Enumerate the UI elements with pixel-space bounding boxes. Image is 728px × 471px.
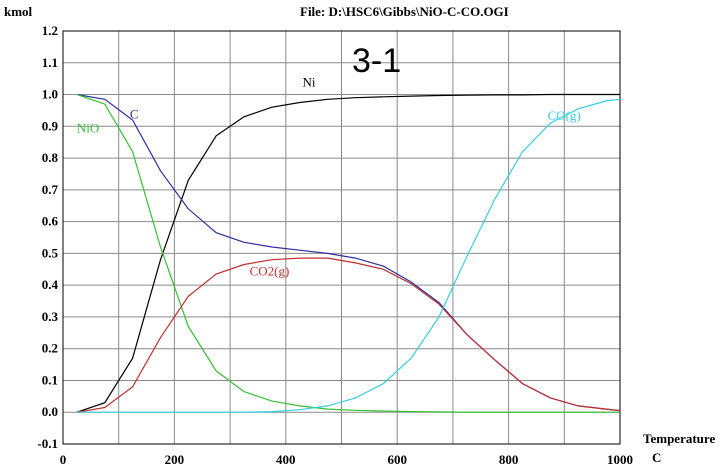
series-line-co-g — [76, 98, 621, 413]
tick-labels: -0.1 0.0 0.1 0.2 0.3 0.4 0.5 0.6 0.7 0.8 0.9 1.0 1.1… — [37, 23, 633, 467]
series-lines — [76, 93, 621, 413]
x-tick-label: 1000 — [607, 452, 633, 467]
series-line-co2-g — [76, 257, 621, 413]
x-tick-label: 200 — [165, 452, 185, 467]
y-tick-label: 0.9 — [42, 118, 59, 133]
y-tick-label: 0.4 — [42, 277, 59, 292]
x-tick-label: 0 — [60, 452, 67, 467]
y-tick-label: 0.7 — [42, 182, 59, 197]
annotation-label: 3-1 — [352, 42, 401, 80]
y-tick-label: 1.1 — [42, 55, 58, 70]
series-label-co-g: CO(g) — [548, 108, 581, 123]
x-axis-label-line2: C — [652, 450, 661, 465]
series-label-co2-g: CO2(g) — [250, 264, 290, 279]
y-tick-label: 0.8 — [42, 150, 59, 165]
x-tick-label: 800 — [499, 452, 519, 467]
x-axis-label-line1: Temperature — [643, 431, 715, 446]
y-tick-label: 0.1 — [42, 372, 58, 387]
y-tick-label: 0.0 — [42, 404, 58, 419]
x-tick-label: 600 — [387, 452, 407, 467]
series-labels: Ni C NiO CO2(g) CO(g) — [77, 75, 581, 279]
file-label: File: D:\HSC6\Gibbs\NiO-C-CO.OGI — [300, 4, 509, 19]
x-tick-label: 400 — [276, 452, 296, 467]
y-tick-label: 0.5 — [42, 245, 59, 260]
y-axis-label: kmol — [4, 4, 33, 19]
plot-frame — [62, 30, 621, 445]
series-line-c — [76, 93, 621, 412]
series-label-nio: NiO — [77, 121, 99, 136]
series-line-nio — [76, 93, 620, 413]
y-tick-label: 0.6 — [42, 214, 59, 229]
y-tick-label: 0.3 — [42, 309, 59, 324]
y-tick-label: 1.2 — [42, 23, 58, 38]
grid — [62, 30, 621, 445]
y-tick-label: 0.2 — [42, 341, 58, 356]
series-label-ni: Ni — [303, 75, 316, 90]
y-tick-label: 1.0 — [42, 87, 58, 102]
series-label-c: C — [130, 106, 139, 121]
series-line-ni — [76, 93, 620, 413]
y-tick-label: -0.1 — [37, 436, 58, 451]
